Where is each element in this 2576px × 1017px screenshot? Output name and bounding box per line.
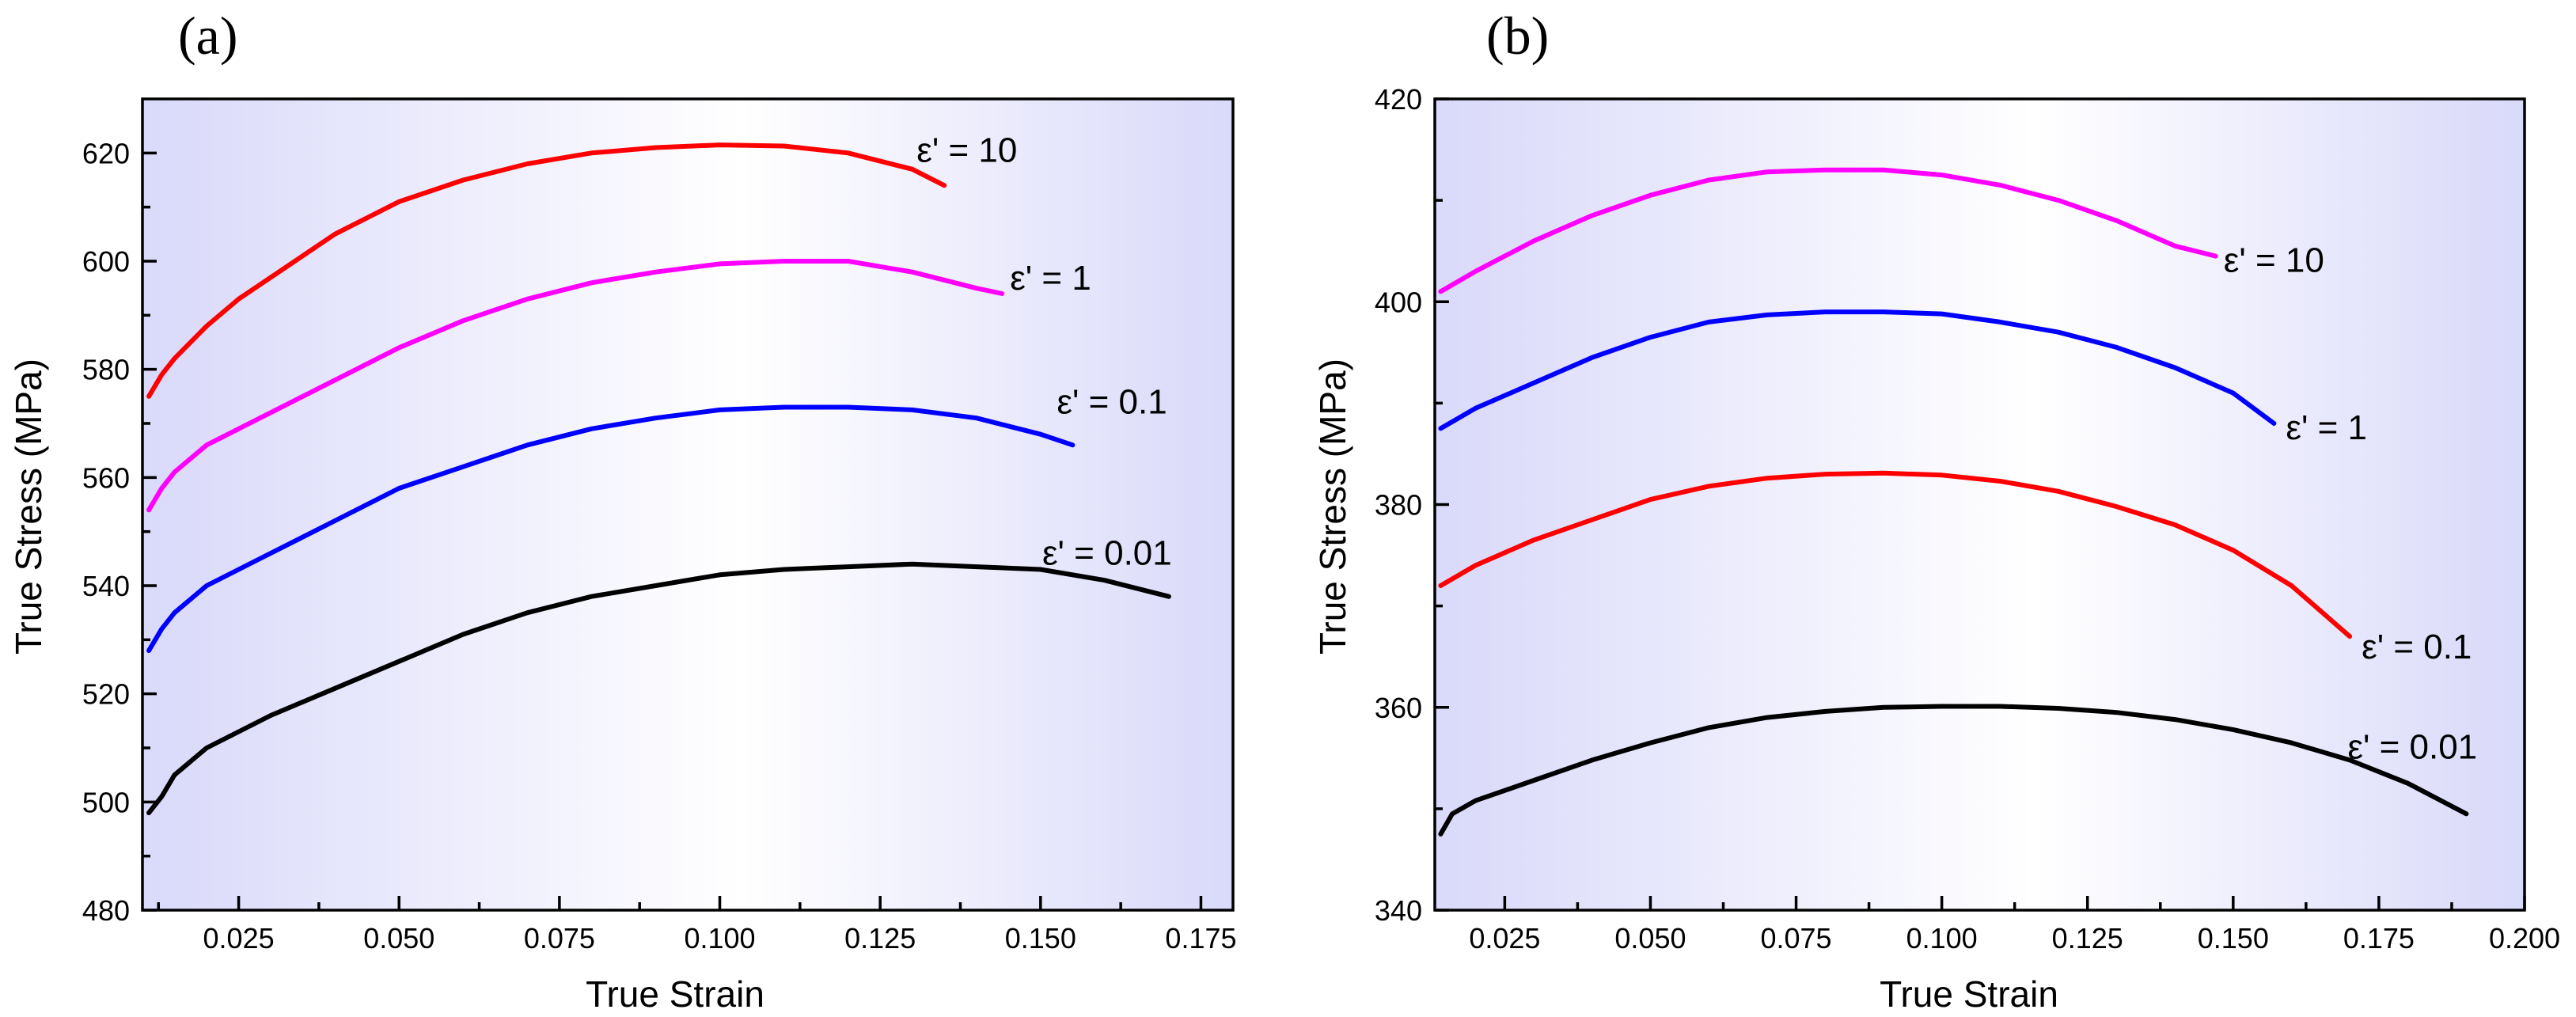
plot-area-b <box>1435 99 2525 910</box>
x-tick-label-a: 0.050 <box>363 922 434 954</box>
axis-frame-a <box>141 97 1235 912</box>
x-axis-label-a: True Strain <box>586 973 764 1015</box>
series-label-a-3: ε' = 0.01 <box>1042 534 1172 573</box>
series-line-a-2 <box>146 404 1076 653</box>
y-tick-label-a: 520 <box>82 678 130 711</box>
y-tick-label-b: 340 <box>1375 894 1422 927</box>
series-group-b <box>1438 167 2469 837</box>
series-label-a-0: ε' = 10 <box>916 131 1017 169</box>
series-labels-b: ε' = 10 ε' = 1 ε' = 0.1 ε' = 0.01 <box>2224 241 2477 767</box>
x-tick-label-b: 0.175 <box>2343 922 2415 954</box>
x-tick-label-a: 0.075 <box>524 922 595 954</box>
ticks-group-b: 0.025 0.050 0.075 0.100 0.125 0.150 0.175 0.200… <box>1375 83 2560 954</box>
series-line-b-0 <box>1438 167 2218 294</box>
series-line-b-2 <box>1438 470 2353 639</box>
series-group-a <box>146 142 1171 815</box>
y-axis-label-b: True Stress (MPa) <box>1312 359 1353 655</box>
panel-label-b: (b) <box>1486 6 1549 66</box>
x-tick-label-a: 0.100 <box>684 922 755 954</box>
chart-panel-a: 0.025 0.050 0.075 0.100 0.125 0.150 0.175 480 50… <box>8 6 1237 1015</box>
x-tick-label-b: 0.050 <box>1614 922 1686 954</box>
y-axis-label-a: True Stress (MPa) <box>8 359 49 655</box>
series-label-b-3: ε' = 0.01 <box>2347 727 2477 766</box>
x-axis-label-b: True Strain <box>1880 973 2058 1015</box>
x-tick-label-a: 0.025 <box>203 922 275 954</box>
y-tick-label-a: 480 <box>82 894 130 927</box>
series-line-b-1 <box>1438 309 2277 431</box>
y-tick-label-a: 580 <box>82 354 130 386</box>
x-tick-label-b: 0.150 <box>2198 922 2269 954</box>
series-label-b-2: ε' = 0.1 <box>2362 628 2472 666</box>
y-tick-label-b: 420 <box>1375 83 1422 116</box>
series-label-b-1: ε' = 1 <box>2286 408 2367 447</box>
x-tick-label-b: 0.125 <box>2052 922 2123 954</box>
series-label-a-2: ε' = 0.1 <box>1057 382 1167 421</box>
y-tick-label-a: 500 <box>82 786 130 818</box>
panel-label-a: (a) <box>178 6 237 66</box>
series-line-a-3 <box>146 561 1171 815</box>
y-tick-label-b: 380 <box>1375 489 1422 522</box>
y-tick-label-a: 540 <box>82 570 130 602</box>
x-tick-label-b: 0.100 <box>1906 922 1978 954</box>
y-tick-label-a: 620 <box>82 137 130 169</box>
x-tick-label-a: 0.125 <box>844 922 916 954</box>
plot-area-a <box>142 99 1233 910</box>
series-label-a-1: ε' = 1 <box>1010 259 1091 298</box>
series-labels-a: ε' = 10 ε' = 1 ε' = 0.1 ε' = 0.01 <box>916 131 1172 572</box>
x-tick-label-a: 0.150 <box>1005 922 1076 954</box>
ticks-group-a: 0.025 0.050 0.075 0.100 0.125 0.150 0.175 480 50… <box>82 137 1237 954</box>
y-tick-label-a: 560 <box>82 461 130 494</box>
series-line-a-0 <box>146 142 947 399</box>
series-label-b-0: ε' = 10 <box>2224 241 2324 280</box>
chart-panel-b: 0.025 0.050 0.075 0.100 0.125 0.150 0.175 0.200… <box>1312 6 2560 1015</box>
y-tick-label-a: 600 <box>82 245 130 278</box>
x-tick-label-b: 0.075 <box>1760 922 1831 954</box>
y-tick-label-b: 400 <box>1375 286 1422 318</box>
y-tick-label-b: 360 <box>1375 692 1422 724</box>
x-tick-label-a: 0.175 <box>1165 922 1236 954</box>
x-tick-label-b: 0.025 <box>1469 922 1540 954</box>
x-tick-label-b: 0.200 <box>2489 922 2560 954</box>
series-line-a-1 <box>146 259 1005 513</box>
series-line-b-3 <box>1438 704 2469 837</box>
